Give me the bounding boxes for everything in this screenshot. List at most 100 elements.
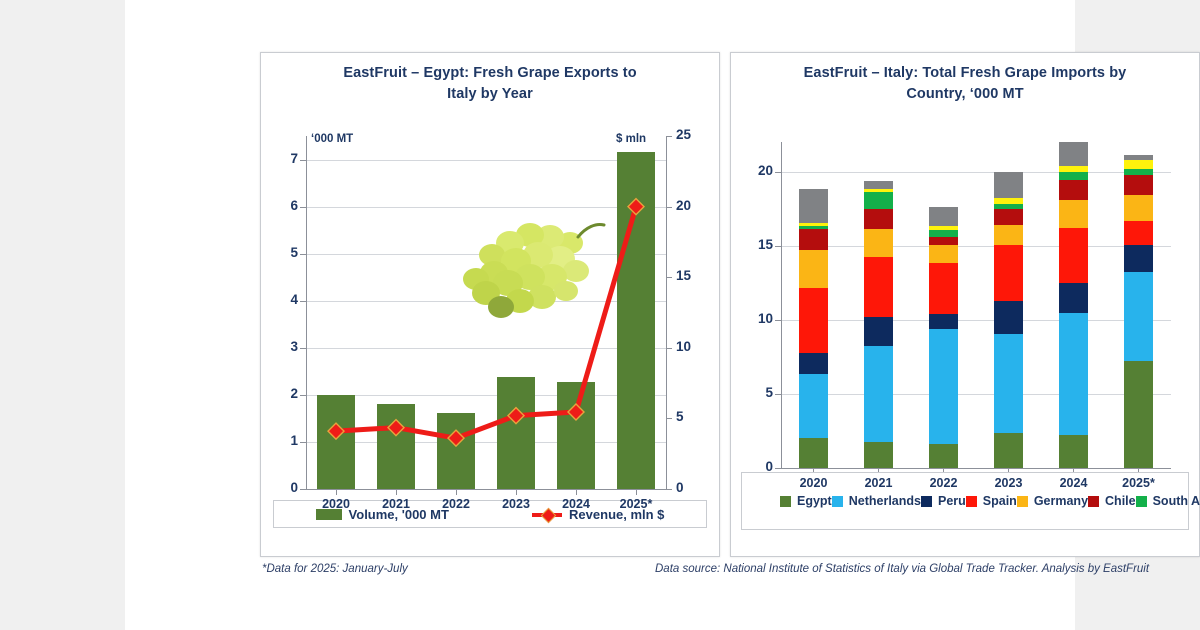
y2-axis-tick — [666, 347, 672, 349]
stacked-bar-segment — [928, 328, 959, 445]
left-chart-y-tick-label: 7 — [290, 150, 298, 166]
volume-bar — [497, 376, 535, 489]
stacked-bar-segment — [863, 442, 894, 468]
stacked-bar-segment — [798, 250, 829, 288]
legend-color-swatch-icon — [780, 495, 791, 507]
stacked-bar-segment — [1123, 361, 1154, 468]
revenue-marker-diamond — [327, 422, 345, 441]
right-chart-title: EastFruit – Italy: Total Fresh Grape Imp… — [731, 63, 1199, 105]
revenue-marker-diamond — [387, 418, 405, 437]
left-chart-plot-area — [300, 136, 672, 495]
stacked-bar-segment — [993, 433, 1024, 468]
x-axis-tick — [515, 489, 517, 495]
left-chart-y-tick-label: 2 — [290, 385, 298, 401]
x-axis-tick — [1138, 468, 1139, 474]
legend-label: Peru — [937, 494, 966, 508]
stacked-bar-segment — [798, 373, 829, 439]
gridline — [306, 441, 666, 443]
stacked-bar-column — [863, 142, 894, 468]
left-chart-x-tick-label: 2023 — [502, 497, 530, 511]
left-chart-x-tick-label: 2020 — [322, 497, 350, 511]
volume-bar — [557, 382, 595, 489]
left-chart-y-tick-label: 3 — [290, 338, 298, 354]
y-axis-tick — [300, 394, 306, 396]
gridline — [306, 159, 666, 161]
stacked-bar-segment — [928, 226, 959, 231]
revenue-marker-diamond — [567, 403, 585, 422]
x-axis-tick — [635, 489, 637, 495]
gridline — [306, 206, 666, 208]
gridline — [306, 394, 666, 396]
legend-label: Spain — [982, 494, 1017, 508]
left-chart-x-axis — [306, 489, 666, 490]
y-axis-tick — [300, 300, 306, 302]
legend-item-netherlands[interactable]: Netherlands — [831, 492, 921, 511]
legend-color-swatch-icon — [965, 495, 977, 507]
left-chart-legend: Volume, '000 MT Revenue, mln $ — [273, 500, 707, 528]
stacked-bar-segment — [928, 207, 959, 227]
content-canvas: EastFruit – Egypt: Fresh Grape Exports t… — [125, 0, 1200, 630]
revenue-line-path — [333, 204, 639, 441]
legend-label: Germany — [1033, 494, 1089, 508]
revenue-swatch-icon — [532, 507, 563, 523]
legend-item-germany[interactable]: Germany — [1016, 492, 1089, 511]
x-axis-tick — [878, 468, 879, 474]
stacked-bar-segment — [863, 208, 894, 230]
right-chart-x-tick-label: 2025* — [1122, 476, 1155, 490]
y2-axis-tick — [666, 206, 672, 208]
x-axis-tick — [1008, 468, 1009, 474]
stacked-bar-segment — [798, 229, 829, 251]
y-axis-tick — [775, 171, 781, 173]
left-chart-y-tick-label: 4 — [290, 291, 298, 307]
legend-color-swatch-icon — [1135, 495, 1147, 507]
stacked-bar-segment — [928, 230, 959, 237]
y-axis-tick — [300, 441, 306, 443]
right-chart-x-tick-label: 2024 — [1059, 476, 1088, 490]
left-chart-left-axis-caption: ‘000 MT — [311, 133, 354, 145]
stacked-bar-segment — [928, 245, 959, 263]
legend-item-volume[interactable]: Volume, '000 MT — [315, 507, 449, 522]
stacked-bar-segment — [1123, 221, 1154, 245]
left-chart-x-tick-label: 2021 — [382, 497, 410, 511]
left-chart-y2-tick-label: 5 — [676, 409, 684, 425]
left-chart-x-tick-label: 2022 — [442, 497, 470, 511]
stacked-bar-segment — [993, 300, 1024, 334]
y-axis-tick — [775, 245, 781, 247]
volume-bar — [437, 412, 475, 489]
stacked-bar-segment — [798, 353, 829, 374]
stacked-bar-segment — [863, 188, 894, 193]
legend-label: Chile — [1105, 494, 1136, 508]
x-axis-tick — [1073, 468, 1074, 474]
right-chart-title-line1: EastFruit – Italy: Total Fresh Grape Imp… — [803, 65, 1127, 81]
stacked-bar-column — [928, 142, 959, 468]
legend-item-spain[interactable]: Spain — [965, 492, 1017, 511]
right-chart-y-tick-label: 0 — [765, 459, 773, 474]
stacked-bar-segment — [993, 197, 1024, 205]
right-chart-x-tick-label: 2023 — [994, 476, 1023, 490]
legend-item-revenue[interactable]: Revenue, mln $ — [532, 507, 664, 523]
revenue-marker-diamond — [627, 197, 645, 216]
gridline — [306, 347, 666, 349]
legend-item-egypt[interactable]: Egypt — [780, 492, 832, 511]
stacked-bar-segment — [993, 245, 1024, 301]
stacked-bar-column — [1123, 142, 1154, 468]
stacked-bar-segment — [1058, 434, 1089, 468]
revenue-marker-diamond — [447, 429, 465, 448]
left-chart-y2-tick-label: 10 — [676, 338, 692, 354]
stacked-bar-segment — [798, 222, 829, 226]
left-chart-x-tick-label: 2024 — [562, 497, 590, 511]
legend-item-chile[interactable]: Chile — [1088, 492, 1136, 511]
y-axis-tick — [775, 393, 781, 395]
x-axis-tick — [395, 489, 397, 495]
right-chart-y-axis — [781, 142, 782, 468]
stacked-bar-segment — [1058, 165, 1089, 172]
y-axis-tick — [775, 468, 781, 469]
stacked-bar-segment — [863, 345, 894, 443]
footnote-data-source: Data source: National Institute of Stati… — [655, 563, 1150, 575]
y2-axis-tick — [666, 136, 672, 137]
legend-item-peru[interactable]: Peru — [920, 492, 966, 511]
left-chart-title: EastFruit – Egypt: Fresh Grape Exports t… — [261, 63, 719, 105]
legend-item-south-africa[interactable]: South Africa — [1135, 492, 1200, 511]
y-axis-tick — [775, 319, 781, 321]
